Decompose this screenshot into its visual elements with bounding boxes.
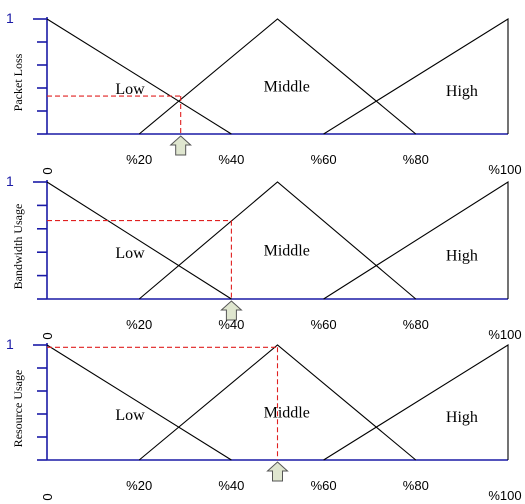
x-tick-label: %20 (126, 478, 152, 493)
high-label: High (446, 247, 478, 264)
x-tick-label: %80 (403, 478, 429, 493)
x-tick-label: %40 (218, 317, 244, 332)
low-membership-line (46, 344, 232, 461)
x-tick-label: %20 (126, 317, 152, 332)
low-label: Low (115, 407, 145, 424)
x-tick-label: %40 (218, 478, 244, 493)
middle-membership-line (138, 181, 417, 300)
panel-2: 1 Bandwidth Usage Low Middle High 0 %20 %40 %60%… (6, 173, 522, 342)
x-tick-label: 0 (40, 167, 55, 174)
x-tick-label: %40 (218, 152, 244, 167)
input-arrow-icon (169, 135, 192, 156)
x-tick-label: 0 (40, 493, 55, 500)
middle-label: Middle (264, 243, 310, 260)
y-axis-label: Resource Usage (11, 370, 25, 448)
middle-membership-line (138, 18, 417, 135)
x-tick-label: %100 (488, 162, 521, 177)
x-tick-label: %80 (403, 152, 429, 167)
y-max-label: 1 (6, 173, 14, 189)
middle-label: Middle (264, 78, 310, 95)
x-tick-label: %100 (488, 327, 521, 342)
x-tick-label: %60 (311, 152, 337, 167)
low-membership-line (46, 18, 232, 135)
x-tick-label: %60 (311, 317, 337, 332)
middle-membership-line (138, 344, 417, 461)
y-max-label: 1 (6, 336, 14, 352)
panel-1: 1 Packet Loss Low Middle High 0 %20 %40 %60 %80 %1… (6, 10, 522, 177)
x-tick-label: %20 (126, 152, 152, 167)
high-membership-line (323, 344, 509, 461)
high-label: High (446, 409, 478, 426)
high-membership-line (323, 180, 509, 300)
x-tick-label: %60 (311, 478, 337, 493)
input-arrow-icon (266, 461, 289, 482)
high-membership-line (323, 18, 509, 135)
high-label: High (446, 83, 478, 100)
low-label: Low (115, 245, 145, 262)
low-label: Low (115, 81, 145, 98)
panel-3: 1 Resource Usage Low Middle High 0 %20 %40 %60 %8… (6, 336, 522, 503)
x-tick-label: 0 (40, 332, 55, 339)
x-tick-label: %100 (488, 488, 521, 503)
low-membership-line (46, 181, 232, 300)
y-axis-label: Packet Loss (11, 53, 25, 111)
middle-label: Middle (264, 404, 310, 421)
y-axis-label: Bandwidth Usage (11, 204, 25, 290)
input-arrow-icon (220, 300, 243, 321)
x-tick-label: %80 (403, 317, 429, 332)
y-max-label: 1 (6, 10, 14, 26)
